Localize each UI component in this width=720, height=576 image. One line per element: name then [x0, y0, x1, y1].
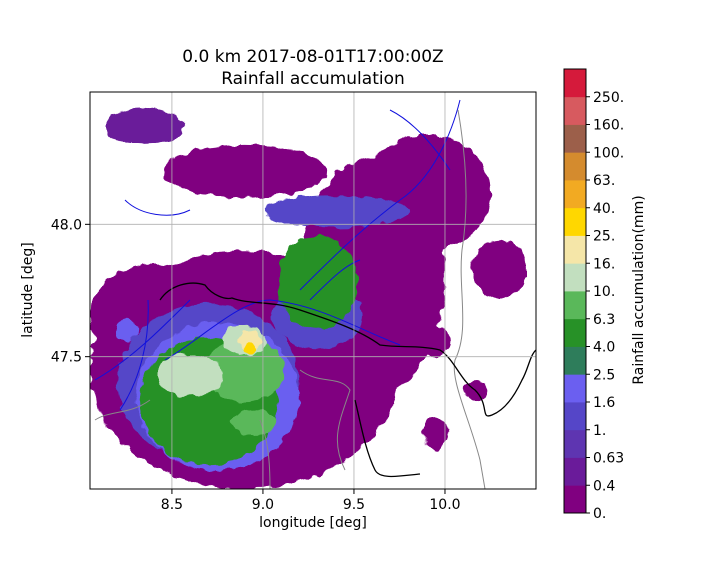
rain-region-9	[104, 107, 185, 145]
colorbar-tick-label-3: 1.	[593, 423, 606, 439]
colorbar-swatch-3	[564, 402, 586, 431]
colorbar-swatch-4	[564, 374, 586, 403]
rain-region-18	[231, 409, 276, 437]
rain-region-10	[262, 195, 409, 227]
colorbar-swatch-14	[564, 96, 586, 125]
x-tick-label-0: 8.5	[161, 497, 183, 513]
colorbar-tick-label-0: 0.	[593, 506, 606, 522]
chart-subtitle: Rainfall accumulation	[221, 69, 405, 89]
rain-region-2	[472, 240, 527, 299]
x-axis-label: longitude [deg]	[259, 515, 367, 531]
x-axis-ticks: 8.5 9.0 9.5 10.0	[161, 489, 461, 513]
rain-region-21	[239, 330, 262, 352]
colorbar-swatch-2	[564, 429, 586, 458]
colorbar-tick-label-14: 160.	[593, 118, 624, 134]
grid-lines	[90, 92, 536, 489]
x-tick-label-1: 9.0	[252, 497, 274, 513]
colorbar-swatch-12	[564, 152, 586, 181]
colorbar-tick-label-10: 25.	[593, 229, 615, 245]
rivers-lines	[94, 99, 461, 411]
colorbar-tick-label-7: 6.3	[593, 312, 615, 328]
colorbar-tick-label-2: 0.63	[593, 451, 624, 467]
rain-region-14	[115, 319, 138, 341]
rain-region-16	[277, 234, 358, 331]
colorbar-tick-label-9: 16.	[593, 256, 615, 272]
colorbar: 0. 0.4 0.63 1. 1.6 2.5 4.0 6.3 10. 16. 25. 40. 63. 10…	[563, 68, 624, 522]
colorbar-swatch-6	[564, 318, 586, 347]
colorbar-tick-label-6: 4.0	[593, 340, 615, 356]
colorbar-tick-label-11: 40.	[593, 201, 615, 217]
x-tick-label-3: 10.0	[429, 497, 460, 513]
x-tick-label-2: 9.5	[343, 497, 365, 513]
y-tick-label-0: 47.5	[51, 350, 82, 366]
colorbar-swatch-11	[564, 180, 586, 209]
colorbar-tick-label-13: 100.	[593, 145, 624, 161]
chart-title: 0.0 km 2017-08-01T17:00:00Z	[182, 47, 444, 67]
colorbar-label: Rainfall accumulation(mm)	[631, 195, 647, 384]
colorbar-tick-label-4: 1.6	[593, 395, 615, 411]
colorbar-swatch-7	[564, 291, 586, 320]
colorbar-tick-label-1: 0.4	[593, 478, 615, 494]
colorbar-tick-label-8: 10.	[593, 284, 615, 300]
y-axis-ticks: 47.5 48.0	[51, 217, 90, 366]
colorbar-swatch-15	[564, 69, 586, 98]
rain-region-5	[423, 417, 449, 450]
colorbar-swatch-10	[564, 207, 586, 236]
rainfall-field	[90, 107, 527, 489]
y-tick-label-1: 48.0	[51, 217, 82, 233]
y-axis-label: latitude [deg]	[20, 242, 36, 337]
colorbar-tick-label-15: 250.	[593, 90, 624, 106]
colorbar-tick-label-5: 2.5	[593, 367, 615, 383]
colorbar-swatch-1	[564, 457, 586, 486]
colorbar-swatch-8	[564, 263, 586, 292]
rain-region-22	[244, 342, 256, 355]
rain-region-0	[162, 144, 327, 198]
admin-borders	[94, 109, 486, 489]
rain-region-19	[157, 354, 223, 397]
rain-region-17	[204, 338, 285, 402]
colorbar-swatch-5	[564, 346, 586, 375]
colorbar-swatch-13	[564, 124, 586, 153]
colorbar-swatch-0	[564, 485, 586, 514]
colorbar-tick-label-12: 63.	[593, 173, 615, 189]
plot-frame	[89, 91, 537, 490]
map-overlay	[94, 99, 536, 489]
country-borders	[159, 282, 536, 478]
colorbar-swatch-9	[564, 235, 586, 264]
